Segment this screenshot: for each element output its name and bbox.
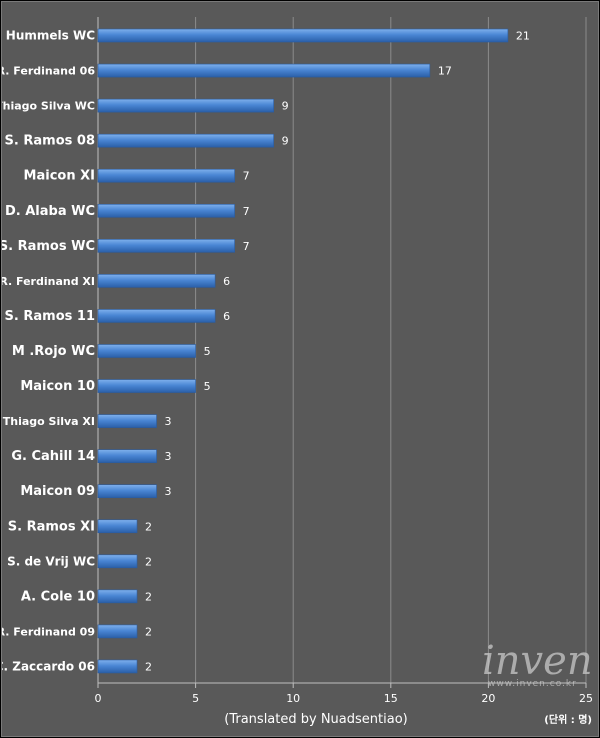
x-tick-label: 25 <box>579 692 593 705</box>
data-label: 2 <box>145 520 152 533</box>
category-label: D. Alaba WC <box>5 204 95 219</box>
category-label: Thiago Silva WC <box>2 100 95 113</box>
bar <box>97 379 196 393</box>
x-tick-label: 0 <box>95 692 102 705</box>
bar <box>97 274 216 288</box>
data-label: 9 <box>282 135 289 148</box>
category-label: S. Ramos XI <box>8 519 95 534</box>
bar <box>97 624 138 639</box>
bar <box>97 309 216 323</box>
category-label: S. Ramos 08 <box>5 134 95 149</box>
category-label: R. Ferdinand 09 <box>2 625 95 638</box>
x-axis-note: (Translated by Nuadsentiao) <box>224 712 407 727</box>
bar <box>97 28 509 43</box>
category-label: S. Ramos WC <box>2 239 95 254</box>
data-label: 5 <box>204 345 211 358</box>
category-label: A. Cole 10 <box>21 589 95 604</box>
x-tick-label: 5 <box>192 692 199 705</box>
data-label: 3 <box>165 415 172 428</box>
category-label: R. Ferdinand 06 <box>2 65 95 78</box>
bar <box>97 168 235 183</box>
data-label: 6 <box>223 275 230 288</box>
unit-label: (단위 : 명) <box>544 713 592 726</box>
data-labels: 21 17 9 9 7 7 7 6 6 5 5 3 3 3 2 2 2 2 2 <box>145 30 530 674</box>
bar <box>97 484 157 499</box>
bar <box>97 449 157 463</box>
category-label: M .Rojo WC <box>12 344 95 359</box>
category-label: Maicon XI <box>24 169 95 184</box>
bar <box>97 519 138 534</box>
category-label: R. Ferdinand XI <box>2 275 95 288</box>
category-labels: M. Hummels WC R. Ferdinand 06 Thiago Silva… <box>2 29 95 674</box>
bar <box>97 203 235 218</box>
svg-text:inven: inven <box>482 638 593 684</box>
data-label: 7 <box>243 240 250 253</box>
data-label: 3 <box>165 485 172 498</box>
data-label: 7 <box>243 205 250 218</box>
category-label: Maicon 10 <box>20 379 95 394</box>
data-label: 2 <box>145 555 152 568</box>
category-label: Thiago Silva XI <box>3 415 95 428</box>
bar <box>97 98 274 113</box>
data-label: 2 <box>145 625 152 638</box>
data-label: 5 <box>204 380 211 393</box>
data-label: 7 <box>243 170 250 183</box>
data-label: 2 <box>145 590 152 603</box>
x-tick-labels: 0 5 10 15 20 25 <box>95 683 593 705</box>
bar <box>97 589 138 604</box>
category-label: S. Ramos 11 <box>5 309 95 324</box>
category-label: Maicon 09 <box>20 484 95 499</box>
bar <box>97 133 274 148</box>
bar <box>97 414 157 428</box>
bar <box>97 344 196 358</box>
bars <box>97 28 509 674</box>
bar <box>97 63 431 78</box>
bar <box>97 554 138 569</box>
data-label: 17 <box>438 65 452 78</box>
data-label: 6 <box>223 310 230 323</box>
data-label: 2 <box>145 660 152 673</box>
category-label: S. de Vrij WC <box>7 554 95 568</box>
x-tick-label: 15 <box>384 692 398 705</box>
data-label: 9 <box>282 100 289 113</box>
data-label: 3 <box>165 450 172 463</box>
bar <box>97 239 235 253</box>
bar <box>97 659 138 674</box>
category-label: M. Hummels WC <box>2 29 95 43</box>
x-tick-label: 10 <box>286 692 300 705</box>
category-label: C. Zaccardo 06 <box>2 659 95 673</box>
inven-watermark-logo: inven www.inven.co.kr <box>482 638 593 689</box>
data-label: 21 <box>516 30 530 43</box>
x-tick-label: 20 <box>481 692 495 705</box>
svg-text:www.inven.co.kr: www.inven.co.kr <box>488 679 577 689</box>
category-label: G. Cahill 14 <box>11 449 95 464</box>
